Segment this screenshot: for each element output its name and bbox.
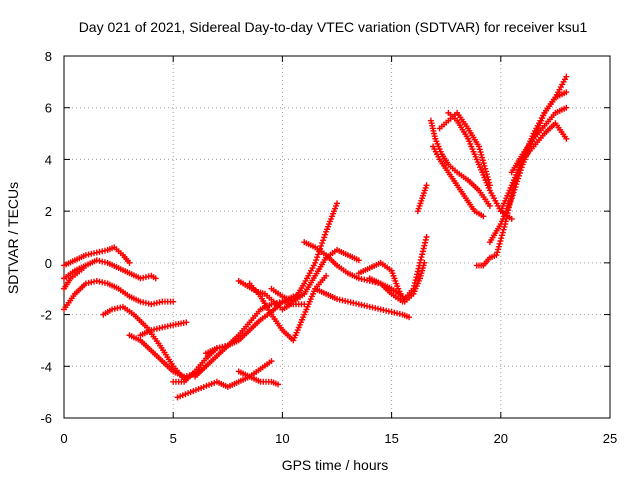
data-point [322, 231, 329, 238]
data-point [479, 154, 486, 161]
x-tick-label: 15 [384, 431, 398, 446]
data-point [410, 285, 417, 292]
data-point [514, 178, 521, 185]
data-point [478, 151, 485, 158]
data-point [420, 245, 427, 252]
data-point [477, 149, 484, 156]
y-axis-label: SDTVAR / TECUs [5, 182, 21, 294]
data-point [423, 182, 430, 189]
x-tick-label: 10 [275, 431, 289, 446]
x-axis-label: GPS time / hours [282, 457, 389, 473]
data-point [498, 232, 505, 239]
x-tick-label: 0 [60, 431, 67, 446]
data-point [334, 200, 340, 207]
data-point [512, 184, 519, 191]
data-point [479, 157, 486, 164]
data-point [355, 257, 362, 264]
data-points [61, 73, 570, 401]
data-point [323, 272, 330, 279]
data-point [406, 314, 413, 321]
data-point [480, 213, 487, 220]
data-point [321, 234, 328, 241]
data-point [152, 275, 159, 282]
data-point [170, 298, 177, 305]
data-point [513, 181, 520, 188]
data-point [508, 195, 515, 202]
data-point [417, 256, 424, 263]
axis-ticks: 0 5 10 15 20 25 -6 -4 -2 0 2 4 6 8 [40, 49, 617, 446]
data-point [126, 259, 133, 266]
data-point [515, 175, 522, 182]
data-point [475, 143, 482, 150]
data-point [411, 282, 418, 289]
data-point [497, 237, 504, 244]
data-point [486, 202, 493, 209]
plot-frame [63, 55, 611, 419]
data-point [482, 168, 489, 175]
data-point [422, 236, 429, 243]
y-tick-label: 0 [45, 256, 52, 271]
data-point [494, 249, 501, 256]
data-point [183, 319, 190, 326]
y-tick-label: 8 [45, 49, 52, 64]
data-point [563, 104, 570, 111]
data-point [422, 239, 429, 246]
data-point [80, 265, 87, 272]
data-point [495, 243, 502, 250]
y-tick-label: 4 [45, 152, 52, 167]
data-point [499, 229, 506, 236]
data-point [493, 252, 500, 259]
data-point [411, 279, 418, 286]
data-point [314, 254, 321, 261]
data-point [415, 265, 422, 272]
x-tick-label: 25 [603, 431, 617, 446]
y-tick-label: -2 [40, 308, 52, 323]
data-point [416, 259, 423, 266]
data-point [416, 262, 423, 269]
data-point [481, 162, 488, 169]
data-point [509, 192, 516, 199]
y-tick-label: -4 [40, 359, 52, 374]
data-point [268, 358, 275, 365]
y-tick-label: -6 [40, 411, 52, 426]
data-point [421, 242, 428, 249]
x-tick-label: 20 [494, 431, 508, 446]
y-tick-label: 2 [45, 204, 52, 219]
data-point [516, 172, 522, 179]
data-point [510, 189, 517, 196]
data-point [476, 146, 483, 153]
data-point [315, 251, 322, 258]
data-point [418, 254, 425, 261]
y-tick-label: 6 [45, 101, 52, 116]
data-point [313, 257, 320, 264]
data-point [563, 135, 570, 142]
x-tick-label: 5 [170, 431, 177, 446]
data-point [496, 240, 503, 247]
data-point [423, 234, 430, 240]
data-point [275, 381, 282, 388]
data-point [508, 215, 515, 222]
data-point [563, 73, 570, 80]
data-point [419, 248, 426, 255]
data-point [563, 89, 570, 96]
data-point [498, 235, 505, 242]
data-point [483, 171, 490, 178]
data-point [412, 277, 419, 284]
chart-title: Day 021 of 2021, Sidereal Day-to-day VTE… [79, 19, 588, 35]
data-point [320, 237, 327, 244]
data-point [500, 226, 507, 233]
data-point [319, 240, 326, 247]
grid-lines [64, 56, 610, 418]
data-point [419, 251, 426, 258]
data-point [414, 271, 421, 278]
data-point [480, 160, 487, 167]
data-point [482, 165, 489, 172]
data-point [495, 246, 502, 253]
data-point [414, 268, 421, 275]
data-point [318, 242, 325, 249]
data-point [413, 274, 420, 281]
data-point [312, 259, 319, 266]
